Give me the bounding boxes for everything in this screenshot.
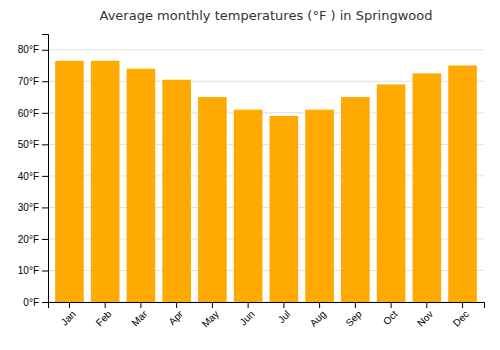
chart: Average monthly temperatures (°F ) in Sp… xyxy=(0,0,500,350)
tick: 30°F xyxy=(18,202,48,213)
tick-mark xyxy=(42,176,48,177)
tick-mark xyxy=(319,302,320,308)
grid-line xyxy=(48,49,484,50)
tick-mark xyxy=(248,302,249,308)
tick-mark xyxy=(391,302,392,308)
tick: Nov xyxy=(415,302,435,329)
tick-label: 30°F xyxy=(18,202,39,213)
grid xyxy=(48,50,484,302)
title: Average monthly temperatures (°F ) in Sp… xyxy=(100,8,433,23)
tick: Oct xyxy=(381,302,400,327)
tick-mark xyxy=(42,144,48,145)
tick-label: Jun xyxy=(237,308,256,327)
tick: Dec xyxy=(451,302,471,329)
tick: Feb xyxy=(94,302,114,328)
tick: Aug xyxy=(308,302,328,329)
tick-label: 60°F xyxy=(18,108,39,119)
tick-mark xyxy=(42,81,48,82)
bar xyxy=(341,97,370,302)
tick-mark xyxy=(42,239,48,240)
tick: 10°F xyxy=(18,265,48,276)
tick-label: Dec xyxy=(451,308,471,328)
tick: 50°F xyxy=(18,139,48,150)
tick: Sep xyxy=(343,302,364,329)
tick-mark xyxy=(42,270,48,271)
tick-label: Nov xyxy=(415,308,435,328)
tick-mark xyxy=(462,302,463,308)
tick-mark xyxy=(42,207,48,208)
tick: 60°F xyxy=(18,108,48,119)
tick-mark xyxy=(42,50,48,51)
tick-label: May xyxy=(200,308,221,329)
tick-label: 20°F xyxy=(18,234,39,245)
axis-line xyxy=(42,35,49,303)
tick-label: 50°F xyxy=(18,139,39,150)
bar xyxy=(448,66,477,302)
tick: Jan xyxy=(59,302,78,328)
bar xyxy=(162,80,191,302)
tick-label: 80°F xyxy=(18,44,39,55)
x-axis: Jan Feb Mar Apr May Jun Jul Aug Sep Oct Nov Dec xyxy=(49,302,485,330)
tick-mark xyxy=(355,302,356,308)
tick-label: 40°F xyxy=(18,171,39,182)
tick: Mar xyxy=(129,302,149,328)
tick: May xyxy=(200,302,221,330)
tick-label: Sep xyxy=(343,308,364,329)
tick-mark xyxy=(283,302,284,308)
tick: Apr xyxy=(166,302,185,327)
bar xyxy=(270,116,299,302)
tick-mark xyxy=(42,302,48,303)
tick-label: 0°F xyxy=(23,297,39,308)
tick-label: Jan xyxy=(59,308,78,327)
plot: 0°F 10°F 20°F 30°F 40°F 50°F 60°F 70°F 80°F Jan Fe… xyxy=(18,35,485,330)
y-axis: 0°F 10°F 20°F 30°F 40°F 50°F 60°F 70°F 80°F xyxy=(18,35,49,308)
tick-label: 70°F xyxy=(18,76,39,87)
tick: 80°F xyxy=(18,44,48,55)
bars xyxy=(55,61,477,302)
tick-mark xyxy=(42,113,48,114)
tick-label: Feb xyxy=(94,308,114,328)
bar xyxy=(127,69,156,302)
tick-mark xyxy=(426,302,427,308)
bar xyxy=(198,97,227,302)
tick-mark xyxy=(212,302,213,308)
tick-mark xyxy=(69,302,70,308)
tick-mark xyxy=(140,302,141,308)
bar xyxy=(413,73,442,302)
tick: Jun xyxy=(237,302,256,328)
bar xyxy=(305,110,334,302)
bar xyxy=(91,61,120,302)
tick-label: Aug xyxy=(308,308,328,328)
tick: 20°F xyxy=(18,234,48,245)
tick-label: 10°F xyxy=(18,265,39,276)
tick: Jul xyxy=(276,302,293,325)
tick-label: Apr xyxy=(166,308,185,327)
tick-label: Mar xyxy=(129,308,149,328)
bar xyxy=(234,110,263,302)
tick: 0°F xyxy=(23,297,48,308)
bar xyxy=(55,61,84,302)
tick: 40°F xyxy=(18,171,48,182)
tick-mark xyxy=(105,302,106,308)
axis-line xyxy=(49,303,485,309)
tick-mark xyxy=(176,302,177,308)
tick-label: Oct xyxy=(381,308,400,327)
bar xyxy=(377,84,406,302)
tick-label: Jul xyxy=(276,308,293,325)
tick: 70°F xyxy=(18,76,48,87)
